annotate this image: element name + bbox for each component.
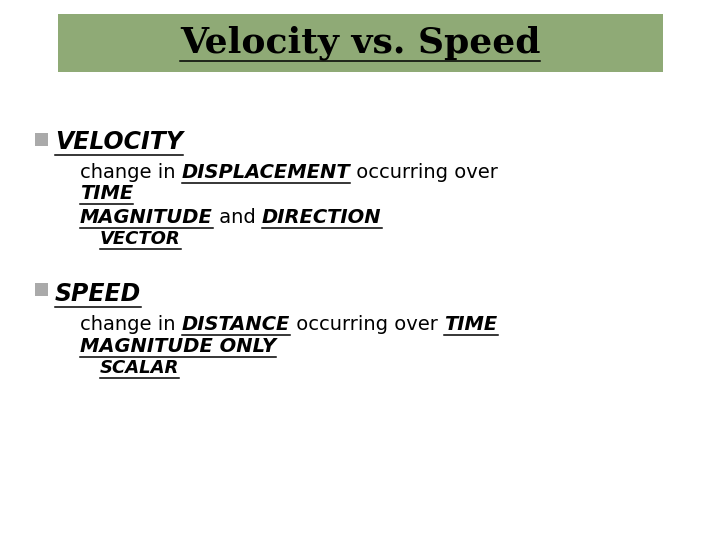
Text: occurring over: occurring over [290,315,444,334]
Text: DIRECTION: DIRECTION [262,208,382,227]
Text: and: and [213,208,262,227]
Text: VECTOR: VECTOR [100,230,181,248]
Bar [35,133,48,146]
Text: MAGNITUDE: MAGNITUDE [80,208,213,227]
Text: TIME: TIME [444,315,498,334]
FancyBboxPatch shape [58,14,663,72]
Text: DISPLACEMENT: DISPLACEMENT [181,163,351,182]
Text: VELOCITY: VELOCITY [55,130,183,154]
Text: change in: change in [80,163,181,182]
Text: occurring over: occurring over [351,163,498,182]
Text: SCALAR: SCALAR [100,359,179,377]
Text: change in: change in [80,315,181,334]
Text: TIME: TIME [80,184,133,203]
Text: MAGNITUDE ONLY: MAGNITUDE ONLY [80,337,276,356]
Text: Velocity vs. Speed: Velocity vs. Speed [180,26,540,60]
Bar [35,283,48,296]
Text: DISTANCE: DISTANCE [181,315,290,334]
Text: SPEED: SPEED [55,282,141,306]
